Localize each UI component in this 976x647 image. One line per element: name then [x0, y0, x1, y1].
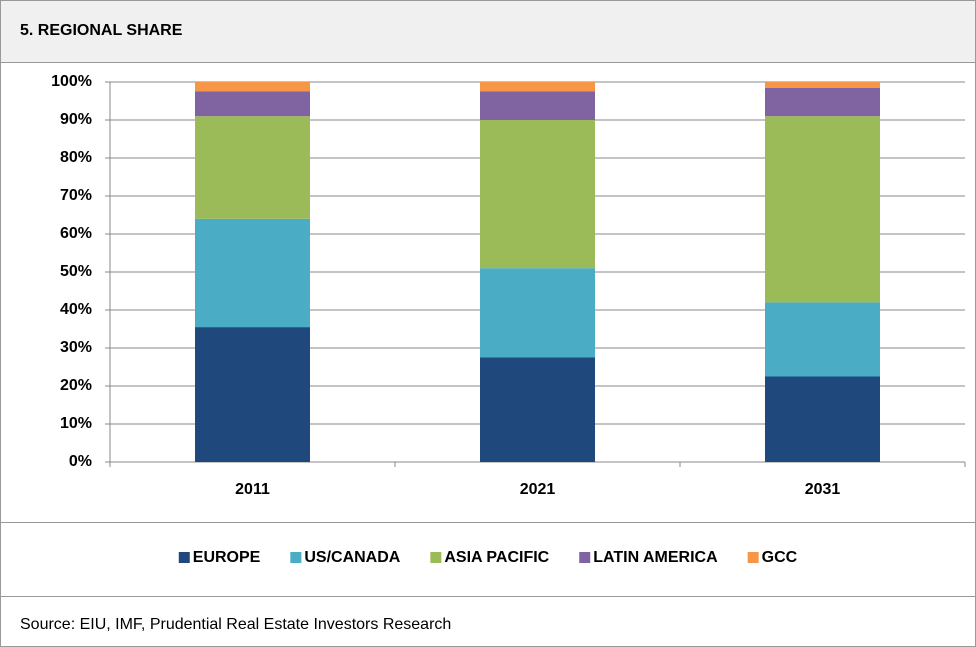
y-tick-label: 30%: [60, 339, 92, 356]
y-tick-label: 0%: [69, 453, 92, 470]
legend-label: LATIN AMERICA: [593, 549, 718, 566]
y-tick-label: 50%: [60, 263, 92, 280]
y-tick-label: 60%: [60, 225, 92, 242]
legend-swatch: [579, 552, 591, 563]
bar-segment: [765, 376, 880, 462]
y-tick-label: 10%: [60, 415, 92, 432]
x-tick-label: 2021: [520, 481, 556, 498]
source: Source: EIU, IMF, Prudential Real Estate…: [20, 616, 451, 633]
bar-segment: [195, 218, 310, 328]
bar-segment: [195, 82, 310, 92]
header: [0, 0, 976, 63]
bar-segment: [765, 82, 880, 88]
legend-swatch: [747, 552, 759, 563]
bar-segment: [480, 120, 595, 269]
legend-swatch: [290, 552, 302, 563]
legend-label: GCC: [762, 549, 798, 566]
x-tick-label: 2031: [805, 481, 841, 498]
chart-title: 5. REGIONAL SHARE: [20, 22, 183, 39]
y-tick-label: 20%: [60, 377, 92, 394]
bar-segment: [195, 91, 310, 117]
y-tick-label: 40%: [60, 301, 92, 318]
bar-segment: [765, 87, 880, 117]
bar-segment: [480, 91, 595, 120]
x-tick-label: 2011: [235, 481, 270, 498]
legend-swatch: [430, 552, 442, 563]
bar-segment: [195, 116, 310, 219]
legend-swatch: [178, 552, 190, 563]
y-tick-label: 90%: [60, 111, 92, 128]
bar-segment: [195, 327, 310, 462]
bar-segment: [480, 82, 595, 92]
y-tick-label: 80%: [60, 149, 92, 166]
bar-segment: [765, 302, 880, 377]
bar-segment: [480, 357, 595, 462]
y-tick-label: 100%: [51, 73, 92, 90]
legend-label: ASIA PACIFIC: [444, 549, 549, 566]
legend-label: EUROPE: [193, 549, 261, 566]
y-tick-label: 70%: [60, 187, 92, 204]
bar-segment: [480, 268, 595, 358]
legend-label: US/CANADA: [304, 549, 400, 566]
bar-segment: [765, 116, 880, 303]
